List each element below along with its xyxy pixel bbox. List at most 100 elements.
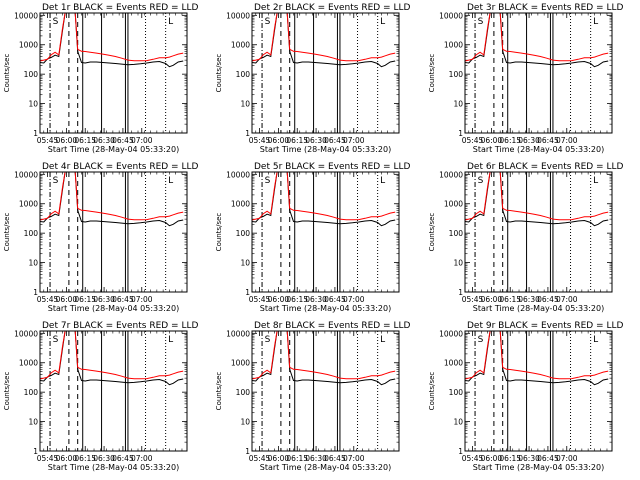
x-tick-label: 06:30 xyxy=(93,136,115,145)
chart-panel: Det 6r BLACK = Events RED = LLD Counts/se… xyxy=(428,162,623,313)
marker-label: S xyxy=(265,335,271,345)
x-tick-label: 06:30 xyxy=(305,454,327,463)
x-tick-label: 06:00 xyxy=(481,295,503,304)
panel-title: Det 6r BLACK = Events RED = LLD xyxy=(467,162,623,172)
lld-series-line xyxy=(465,331,609,380)
x-tick-label: 06:15 xyxy=(74,295,96,304)
y-tick-label: 10 xyxy=(28,418,38,427)
x-tick-label: 06:45 xyxy=(537,454,559,463)
marker-label: L xyxy=(168,335,173,345)
y-axis-label: Counts/sec xyxy=(215,372,223,411)
events-series-line xyxy=(252,13,396,68)
x-tick-label: 07:00 xyxy=(556,454,578,463)
y-tick-label: 10000 xyxy=(439,329,463,338)
panel-title: Det 5r BLACK = Events RED = LLD xyxy=(254,162,410,172)
x-tick-label: 06:30 xyxy=(518,454,540,463)
y-tick-label: 100 xyxy=(236,70,251,79)
plot-frame xyxy=(464,330,613,452)
x-axis-label: Start Time (28-May-04 05:33:20) xyxy=(260,145,391,154)
y-tick-label: 1000 xyxy=(444,41,463,50)
y-tick-label: 10000 xyxy=(226,329,250,338)
events-series-line xyxy=(40,13,184,68)
marker-label: S xyxy=(53,176,59,186)
y-tick-label: 1 xyxy=(33,447,38,456)
y-tick-label: 1000 xyxy=(19,200,38,209)
x-tick-label: 06:45 xyxy=(112,295,134,304)
plot-frame xyxy=(251,171,400,293)
y-axis-label: Counts/sec xyxy=(215,213,223,252)
plot-frame xyxy=(464,12,613,134)
y-tick-label: 10000 xyxy=(439,11,463,20)
y-axis-label: Counts/sec xyxy=(3,54,11,93)
lld-series-line xyxy=(465,172,609,221)
y-tick-label: 100 xyxy=(449,229,464,238)
marker-label: L xyxy=(593,176,598,186)
x-tick-label: 06:00 xyxy=(268,454,290,463)
x-tick-label: 06:30 xyxy=(305,295,327,304)
x-tick-label: 07:00 xyxy=(556,295,578,304)
y-tick-label: 10 xyxy=(453,418,463,427)
panel-title: Det 1r BLACK = Events RED = LLD xyxy=(42,3,198,13)
x-axis-label: Start Time (28-May-04 05:33:20) xyxy=(473,304,604,313)
x-tick-label: 05:45 xyxy=(462,136,484,145)
x-tick-label: 06:15 xyxy=(499,295,521,304)
y-tick-label: 10000 xyxy=(226,11,250,20)
marker-label: L xyxy=(380,17,385,27)
lld-series-line xyxy=(252,13,396,62)
lld-series-line xyxy=(40,172,184,221)
y-tick-label: 100 xyxy=(236,388,251,397)
marker-label: S xyxy=(265,17,271,27)
x-tick-label: 06:30 xyxy=(305,136,327,145)
panel-title: Det 4r BLACK = Events RED = LLD xyxy=(42,162,198,172)
x-tick-label: 06:30 xyxy=(93,295,115,304)
y-tick-label: 10 xyxy=(28,259,38,268)
y-tick-label: 10 xyxy=(240,259,250,268)
y-tick-label: 10000 xyxy=(439,170,463,179)
x-tick-label: 06:30 xyxy=(518,295,540,304)
x-tick-label: 06:45 xyxy=(324,295,346,304)
y-tick-label: 100 xyxy=(449,388,464,397)
chart-panel: Det 2r BLACK = Events RED = LLD Counts/se… xyxy=(215,3,410,154)
x-tick-label: 06:45 xyxy=(537,136,559,145)
y-tick-label: 10 xyxy=(28,100,38,109)
y-axis-label: Counts/sec xyxy=(428,213,436,252)
y-axis-label: Counts/sec xyxy=(3,213,11,252)
lld-series-line xyxy=(40,331,184,380)
lld-series-line xyxy=(465,13,609,62)
panel-title: Det 2r BLACK = Events RED = LLD xyxy=(254,3,410,13)
panel-title: Det 3r BLACK = Events RED = LLD xyxy=(467,3,623,13)
y-tick-label: 10 xyxy=(240,100,250,109)
y-tick-label: 10000 xyxy=(14,329,38,338)
x-tick-label: 07:00 xyxy=(343,295,365,304)
events-series-line xyxy=(252,172,396,227)
x-tick-label: 07:00 xyxy=(556,136,578,145)
x-tick-label: 07:00 xyxy=(131,136,153,145)
y-tick-label: 10000 xyxy=(14,170,38,179)
y-tick-label: 1000 xyxy=(19,359,38,368)
y-tick-label: 10 xyxy=(453,100,463,109)
marker-label: L xyxy=(168,17,173,27)
plot-frame xyxy=(39,171,188,293)
y-tick-label: 100 xyxy=(24,388,39,397)
x-axis-label: Start Time (28-May-04 05:33:20) xyxy=(48,304,179,313)
lld-series-line xyxy=(252,331,396,380)
y-tick-label: 1000 xyxy=(444,200,463,209)
y-tick-label: 10 xyxy=(240,418,250,427)
events-series-line xyxy=(465,13,609,68)
chart-panel: Det 4r BLACK = Events RED = LLD Counts/se… xyxy=(3,162,198,313)
x-axis-label: Start Time (28-May-04 05:33:20) xyxy=(473,463,604,472)
x-axis-label: Start Time (28-May-04 05:33:20) xyxy=(48,463,179,472)
x-tick-label: 06:30 xyxy=(518,136,540,145)
marker-label: S xyxy=(53,17,59,27)
marker-label: S xyxy=(53,335,59,345)
x-tick-label: 06:15 xyxy=(499,454,521,463)
x-tick-label: 06:00 xyxy=(56,136,78,145)
plot-frame xyxy=(464,171,613,293)
marker-label: S xyxy=(478,176,484,186)
panel-title: Det 8r BLACK = Events RED = LLD xyxy=(254,321,410,331)
x-tick-label: 06:15 xyxy=(286,295,308,304)
x-tick-label: 07:00 xyxy=(343,136,365,145)
x-tick-label: 06:15 xyxy=(74,136,96,145)
events-series-line xyxy=(40,331,184,386)
y-tick-label: 1000 xyxy=(19,41,38,50)
